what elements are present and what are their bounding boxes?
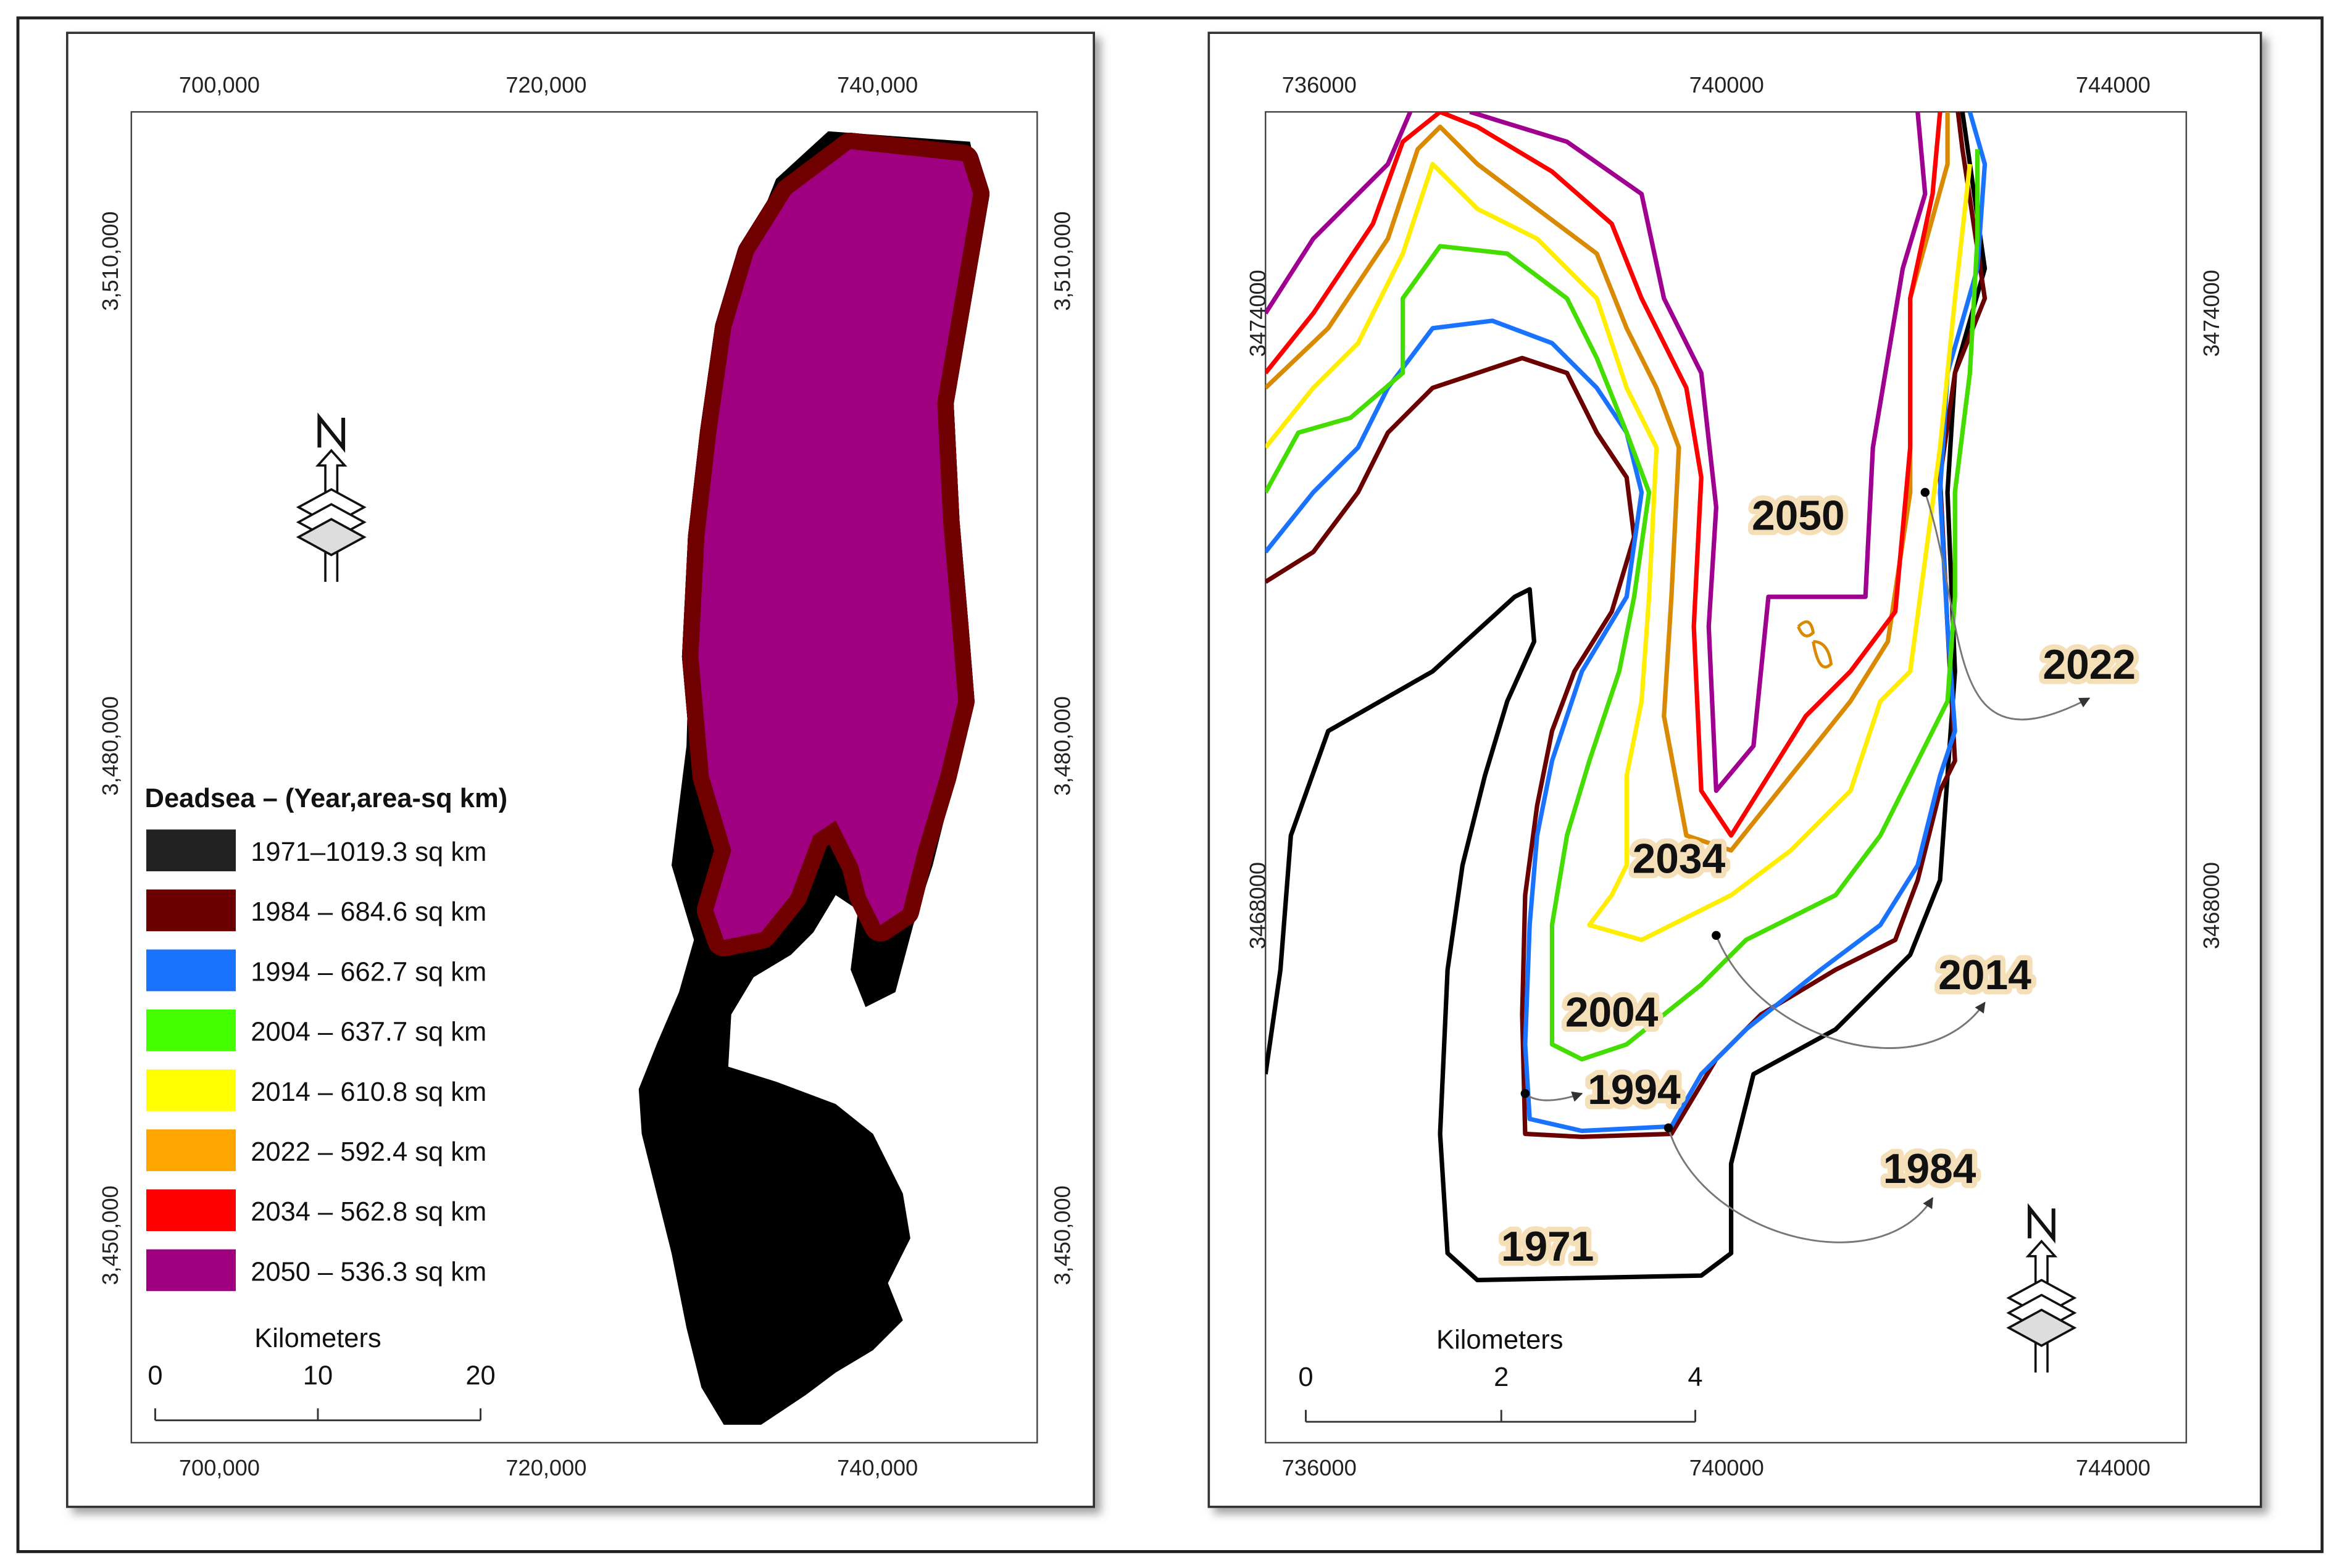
legend-swatch <box>146 889 236 932</box>
sea-layers <box>698 133 989 940</box>
legend-label: 2034 – 562.8 sq km <box>251 1197 486 1227</box>
y-tick-label: 3,480,000 <box>98 696 123 795</box>
scale-label: 10 <box>303 1361 333 1391</box>
scale-bar: 0 2 4 <box>1298 1363 1703 1423</box>
scale-label: 20 <box>465 1361 495 1391</box>
contour-label: 2022 <box>2043 642 2136 688</box>
legend-label: 2004 – 637.7 sq km <box>251 1018 486 1047</box>
y-tick-label: 3468000 <box>2199 862 2224 949</box>
right-ticks: 736000 736000 740000 740000 744000 744000 3474… <box>1245 72 2224 1480</box>
legend-title: Deadsea – (Year,area-sq km) <box>145 784 508 813</box>
legend-label: 2050 – 536.3 sq km <box>251 1257 486 1287</box>
legend-label: 1994 – 662.7 sq km <box>251 957 486 987</box>
scale-label: 0 <box>1298 1363 1313 1392</box>
legend-label: 2014 – 610.8 sq km <box>251 1077 486 1107</box>
y-tick-label: 3,510,000 <box>98 211 123 310</box>
legend-swatch <box>146 949 236 992</box>
contour-label: 2034 <box>1633 836 1726 882</box>
contours <box>1265 112 1988 1283</box>
x-tick-label: 740000 <box>1689 1455 1764 1480</box>
y-tick-label: 3,480,000 <box>1050 696 1075 795</box>
scale-title: Kilometers <box>1436 1325 1563 1355</box>
x-tick-label: 736000 <box>1282 1455 1357 1480</box>
scale-label: 0 <box>148 1361 162 1391</box>
contour-labels: 2050 2022 2034 2014 2004 1994 1984 1971 <box>1496 487 2141 1276</box>
x-tick-label: 700,000 <box>179 1455 260 1480</box>
contour-label: 1971 <box>1501 1224 1594 1270</box>
x-tick-label: 720,000 <box>506 1455 586 1480</box>
legend-label: 2022 – 592.4 sq km <box>251 1137 486 1167</box>
y-tick-label: 3,450,000 <box>98 1185 123 1285</box>
sea-2050 <box>698 149 973 940</box>
legend-swatch <box>146 1129 236 1171</box>
legend-swatch <box>146 1249 236 1292</box>
y-tick-label: 3474000 <box>1245 270 1270 357</box>
x-tick-label: 720,000 <box>506 72 586 97</box>
legend-label: 1984 – 684.6 sq km <box>251 897 486 927</box>
contour-label: 2004 <box>1565 989 1659 1035</box>
scale-label: 4 <box>1688 1363 1702 1392</box>
legend-swatch <box>146 1009 236 1052</box>
scale-label: 2 <box>1494 1363 1509 1392</box>
legend-swatch <box>146 1189 236 1232</box>
legend-swatch <box>146 829 236 871</box>
x-tick-label: 740000 <box>1689 72 1764 97</box>
legend-swatch <box>146 1069 236 1111</box>
x-tick-label: 744000 <box>2076 1455 2151 1480</box>
legend: 1971–1019.3 sq km 1984 – 684.6 sq km 1994 … <box>146 829 486 1292</box>
scale-bar: 0 10 20 <box>148 1361 496 1422</box>
x-tick-label: 740,000 <box>837 1455 918 1480</box>
contour-label: 1984 <box>1883 1146 1976 1192</box>
legend-label: 1971–1019.3 sq km <box>251 837 486 867</box>
y-tick-label: 3474000 <box>2199 270 2224 357</box>
leader-arrows <box>1524 492 2091 1243</box>
x-tick-label: 744000 <box>2076 72 2151 97</box>
y-tick-label: 3,510,000 <box>1050 211 1075 310</box>
contour-label: 2050 <box>1752 492 1845 539</box>
left-ticks: 700,000 700,000 720,000 720,000 740,000 740,0… <box>98 72 1075 1480</box>
x-tick-label: 740,000 <box>837 72 918 97</box>
contour-label: 1994 <box>1588 1067 1681 1113</box>
x-tick-label: 700,000 <box>179 72 260 97</box>
contour-label: 2014 <box>1938 952 2031 998</box>
y-tick-label: 3,450,000 <box>1050 1185 1075 1285</box>
scale-title: Kilometers <box>254 1324 381 1353</box>
y-tick-label: 3468000 <box>1245 862 1270 949</box>
x-tick-label: 736000 <box>1282 72 1357 97</box>
